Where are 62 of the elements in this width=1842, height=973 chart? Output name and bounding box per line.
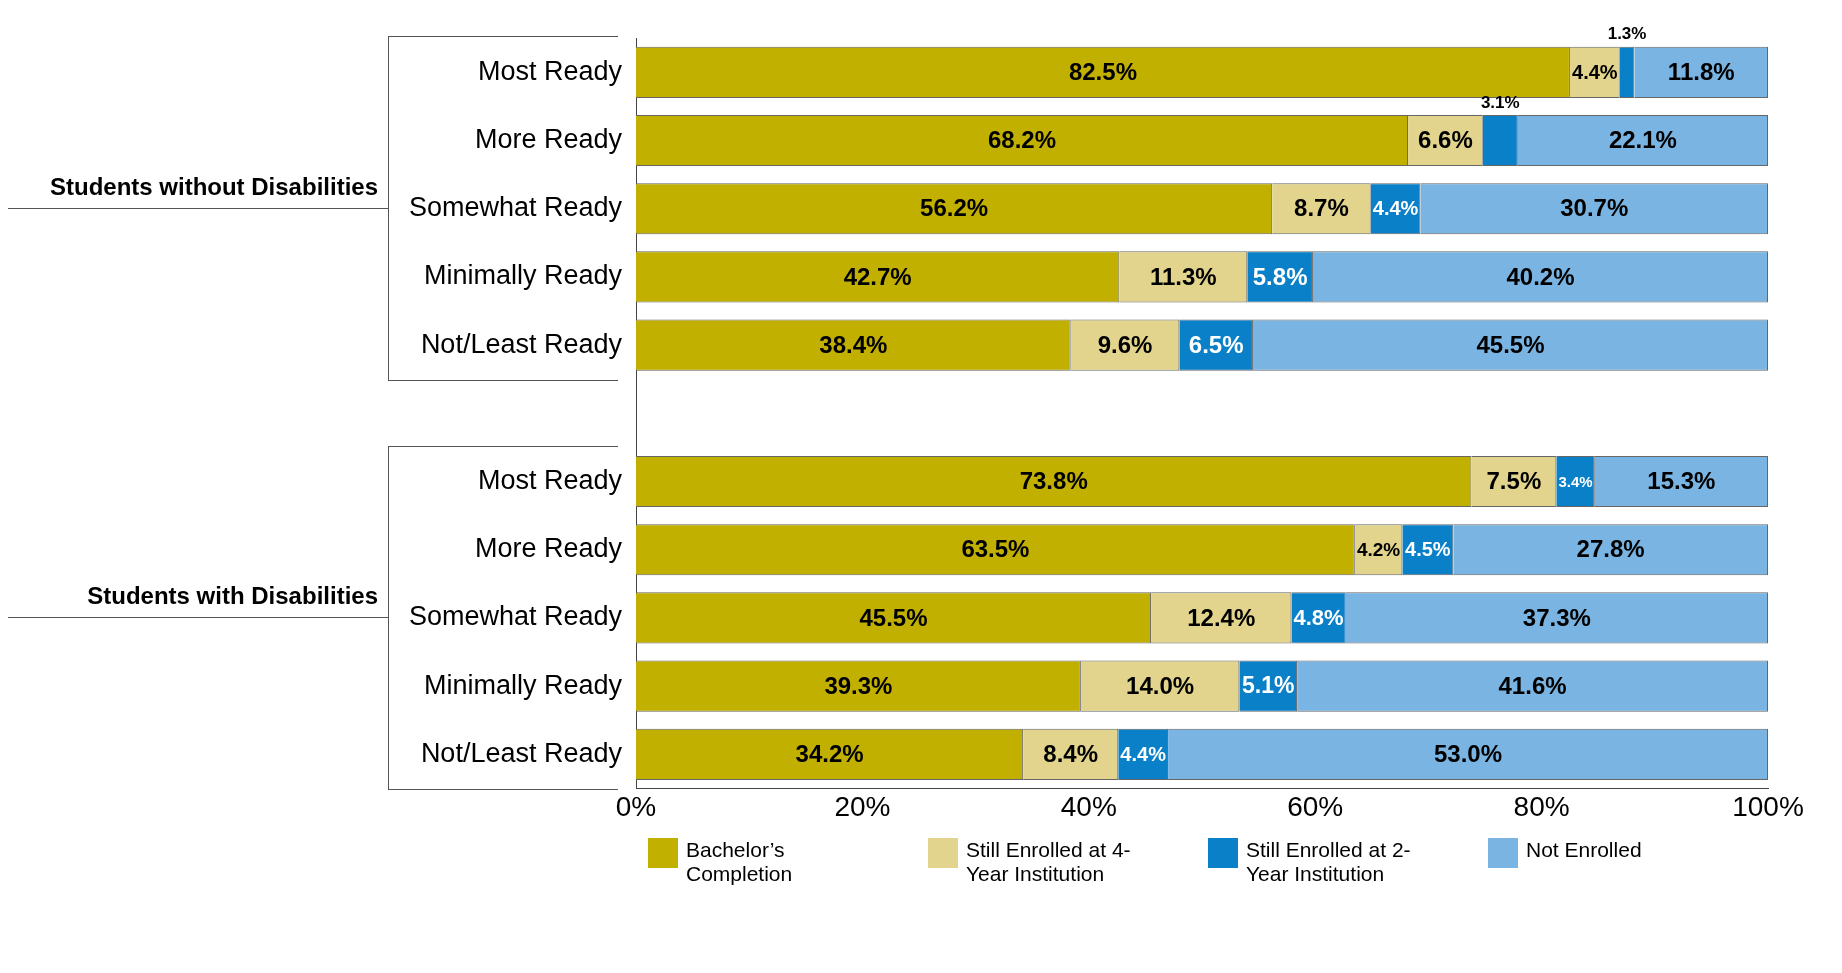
legend-label: Not Enrolled: [1526, 838, 1642, 862]
y-tick-label: Most Ready: [477, 55, 623, 86]
data-label: 4.8%: [1293, 604, 1344, 630]
data-label: 9.6%: [1097, 330, 1153, 358]
data-label: 8.4%: [1043, 739, 1099, 767]
data-label: 45.5%: [1476, 330, 1545, 358]
data-label: 82.5%: [1068, 57, 1137, 85]
x-tick-label: 100%: [1732, 790, 1804, 822]
data-label: 14.0%: [1126, 671, 1195, 699]
data-label: 39.3%: [824, 671, 893, 699]
text: Students with Disabilities: [87, 581, 378, 609]
x-tick-label: 60%: [1287, 790, 1344, 822]
text: Students without Disabilities: [49, 172, 378, 200]
data-label: 56.2%: [920, 194, 989, 222]
data-label: 11.8%: [1667, 57, 1735, 85]
data-label: 6.6%: [1418, 126, 1473, 154]
data-label: 30.7%: [1560, 194, 1629, 222]
data-label: 3.1%: [1480, 92, 1520, 112]
legend-label: Bachelor’s Completion: [686, 838, 794, 886]
data-label: 3.4%: [1558, 472, 1593, 490]
data-label: 40.2%: [1506, 262, 1575, 290]
legend-label: Still Enrolled at 4-Year Institution: [966, 838, 1132, 886]
data-label: 63.5%: [961, 535, 1030, 563]
data-label: 11.3%: [1149, 262, 1217, 290]
x-tick-label: 80%: [1513, 790, 1570, 822]
data-label: 8.7%: [1294, 194, 1349, 222]
y-tick-label: Somewhat Ready: [408, 192, 623, 223]
data-label: 4.2%: [1356, 538, 1401, 560]
y-tick-label: More Ready: [474, 533, 623, 564]
data-label: 73.8%: [1019, 467, 1088, 495]
data-label: 5.1%: [1242, 672, 1295, 699]
data-label: 4.4%: [1572, 60, 1618, 83]
legend-label: Still Enrolled at 2-Year Institution: [1246, 838, 1412, 886]
data-label: 12.4%: [1187, 603, 1256, 631]
data-label: 5.8%: [1252, 262, 1308, 290]
x-tick-label: 0%: [615, 790, 657, 822]
x-tick-label: 40%: [1060, 790, 1117, 822]
data-label: 37.3%: [1522, 603, 1591, 631]
y-tick-label: Not/Least Ready: [420, 737, 623, 768]
data-label: 34.2%: [795, 739, 864, 767]
data-label: 4.4%: [1372, 197, 1419, 220]
y-tick-label: Minimally Ready: [423, 260, 623, 291]
data-label: 42.7%: [843, 262, 912, 290]
y-tick-label: More Ready: [474, 123, 623, 154]
data-label: 7.5%: [1486, 467, 1542, 495]
x-tick-label: 20%: [834, 790, 891, 822]
data-label: 15.3%: [1647, 467, 1716, 495]
y-tick-label: Not/Least Ready: [420, 328, 623, 359]
data-label: 68.2%: [987, 126, 1057, 154]
data-label: 53.0%: [1433, 739, 1503, 767]
data-label: 6.5%: [1188, 330, 1244, 358]
data-label: 41.6%: [1498, 671, 1567, 699]
data-label: 1.3%: [1607, 24, 1647, 44]
data-label: 27.8%: [1576, 535, 1645, 563]
data-label: 4.5%: [1405, 538, 1451, 561]
y-tick-label: Minimally Ready: [423, 669, 623, 700]
data-label: 4.4%: [1120, 742, 1167, 765]
y-tick-label: Most Ready: [477, 464, 623, 495]
data-label: 22.1%: [1608, 126, 1677, 154]
data-label: 45.5%: [859, 603, 928, 631]
y-tick-label: Somewhat Ready: [408, 601, 623, 632]
data-label: 38.4%: [819, 330, 888, 358]
